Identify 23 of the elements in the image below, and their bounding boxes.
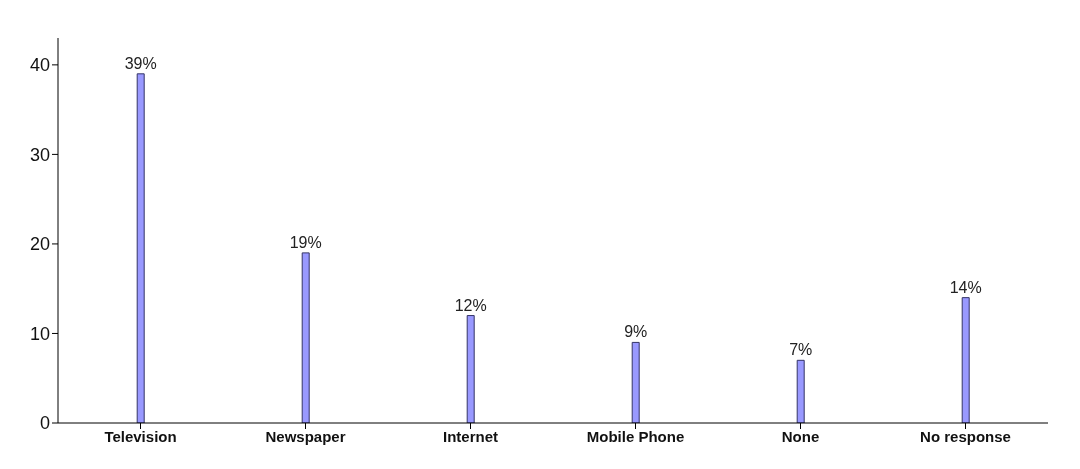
data-label: 19% bbox=[289, 233, 322, 251]
data-label: 7% bbox=[789, 341, 813, 359]
bar bbox=[136, 73, 145, 423]
bar bbox=[466, 315, 475, 423]
y-tick-label: 30 bbox=[29, 144, 50, 165]
data-label: 9% bbox=[624, 323, 648, 341]
x-tick-label: Newspaper bbox=[265, 427, 346, 445]
x-tick-label: Television bbox=[104, 427, 177, 445]
bar bbox=[961, 297, 970, 423]
x-tick-label: No response bbox=[920, 427, 1011, 445]
y-tick-label: 40 bbox=[29, 55, 50, 76]
bar bbox=[631, 341, 640, 423]
y-tick-label: 10 bbox=[29, 323, 50, 344]
x-tick-label: Mobile Phone bbox=[586, 427, 685, 445]
x-tick-label: None bbox=[781, 427, 820, 445]
x-tick-label: Internet bbox=[442, 427, 499, 445]
y-tick-label: 0 bbox=[39, 413, 50, 434]
data-label: 14% bbox=[949, 278, 982, 296]
bar bbox=[796, 359, 805, 423]
data-label: 12% bbox=[454, 296, 487, 314]
bar bbox=[301, 252, 310, 423]
data-label: 39% bbox=[124, 54, 157, 72]
y-tick-label: 20 bbox=[29, 234, 50, 255]
